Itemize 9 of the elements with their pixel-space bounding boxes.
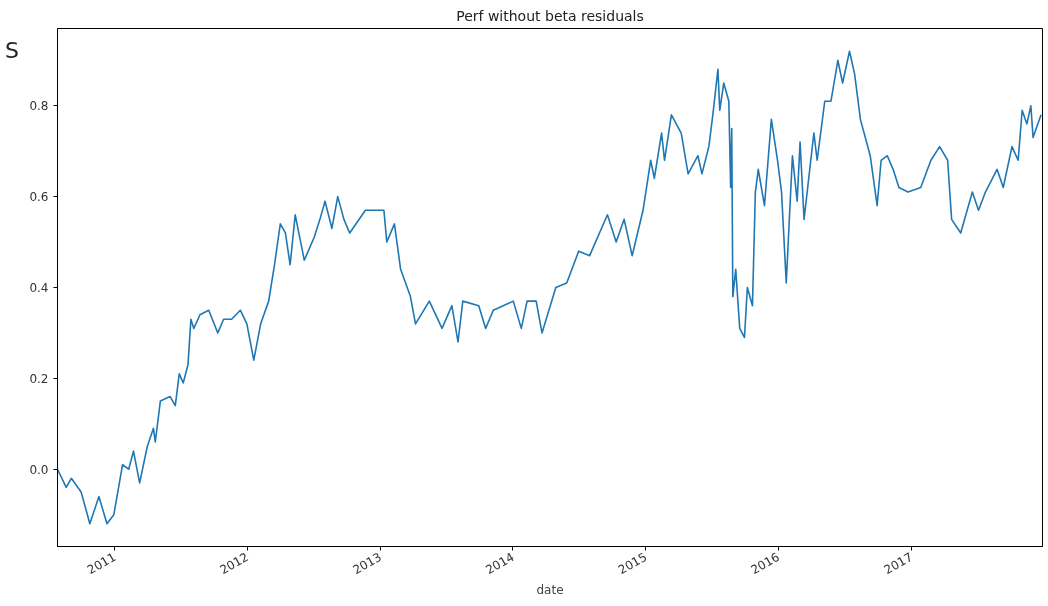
y-tick-label: 0.8: [29, 99, 49, 114]
y-tick-label: 0.0: [29, 462, 49, 477]
y-tick-label: 0.4: [29, 281, 49, 295]
x-axis-title: date: [536, 583, 564, 598]
y-tick-label: 0.6: [29, 190, 49, 205]
chart-title: Perf without beta residuals: [456, 7, 644, 24]
y-tick-label: 0.2: [29, 371, 49, 386]
line-series: [57, 50, 1042, 525]
text: S: [5, 37, 19, 65]
